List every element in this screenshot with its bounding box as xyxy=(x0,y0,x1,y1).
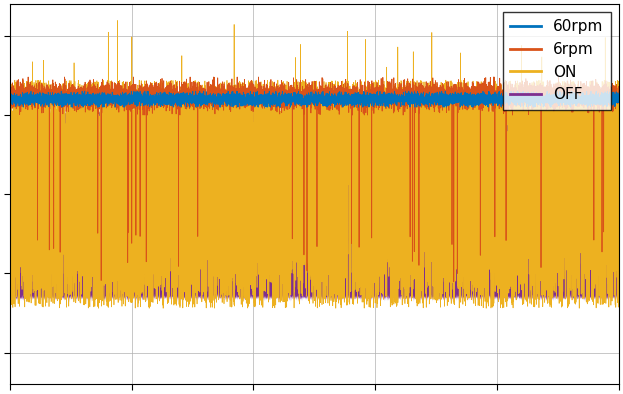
Legend: 60rpm, 6rpm, ON, OFF: 60rpm, 6rpm, ON, OFF xyxy=(503,12,611,110)
